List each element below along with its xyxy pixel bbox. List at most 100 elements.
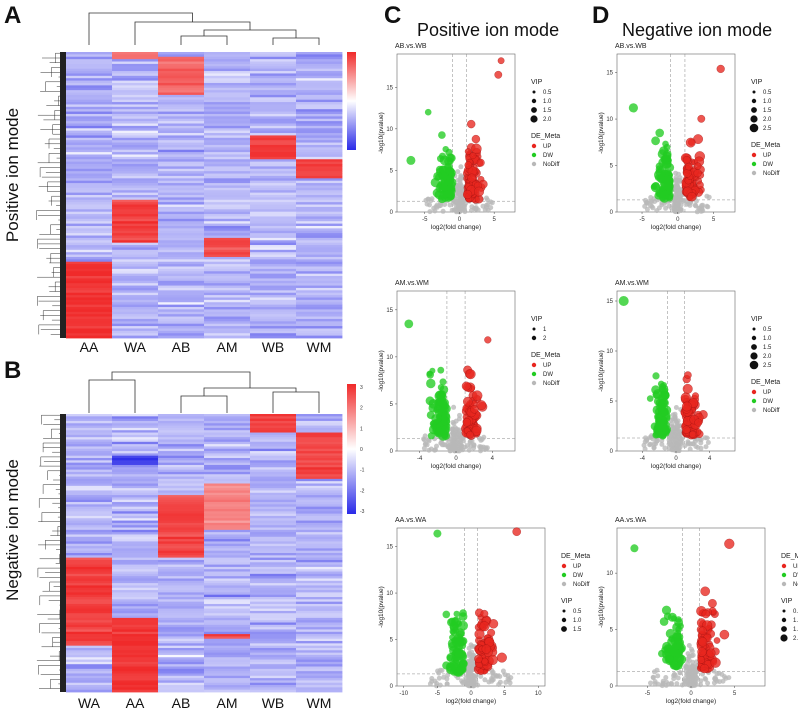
heatmap-cell: [66, 149, 113, 153]
volcano-subtitle: AA.vs.WA: [615, 517, 647, 524]
heatmap-cell: [296, 629, 343, 633]
heatmap-cell: [112, 295, 159, 298]
heatmap-cell: [250, 532, 297, 535]
colorbar-tick: -2: [360, 488, 365, 494]
heatmap-cell: [204, 467, 251, 470]
data-point: [433, 204, 439, 210]
heatmap-cell: [66, 534, 113, 538]
heatmap-cell: [112, 495, 159, 498]
heatmap-cell: [204, 135, 251, 139]
data-point: [431, 414, 440, 423]
heatmap-cell: [296, 427, 343, 431]
heatmap-cell: [250, 594, 297, 598]
heatmap-cell: [66, 455, 113, 459]
data-point: [710, 657, 721, 668]
heatmap-cell: [204, 240, 251, 244]
heatmap-cell: [296, 273, 343, 277]
heatmap-cell: [250, 434, 297, 438]
heatmap-cell: [66, 488, 113, 491]
heatmap-cell: [158, 297, 205, 301]
heatmap-cell: [296, 573, 343, 577]
heatmap-cell: [158, 657, 205, 660]
data-point: [496, 652, 507, 663]
heatmap-cell: [112, 462, 159, 466]
heatmap-cell: [158, 666, 205, 670]
heatmap-cell: [112, 314, 159, 317]
heatmap-cell: [66, 223, 113, 227]
data-point: [467, 119, 476, 129]
heatmap-cell: [204, 321, 251, 325]
heatmap-cell: [296, 287, 343, 291]
heatmap-cell: [250, 82, 297, 86]
heatmap-cell: [204, 661, 251, 665]
heatmap-cell: [66, 87, 113, 91]
heatmap-cell: [250, 502, 297, 505]
data-point: [471, 134, 481, 144]
heatmap-cell: [296, 532, 343, 535]
data-point: [475, 682, 481, 688]
heatmap-cell: [158, 513, 205, 517]
heatmap-cell: [158, 171, 205, 174]
data-point: [450, 628, 458, 636]
data-point: [663, 675, 669, 680]
heatmap-cell: [112, 606, 159, 609]
heatmap-cell: [204, 634, 251, 637]
heatmap-cell: [250, 147, 297, 151]
vip-legend-label: 1.0: [543, 99, 552, 105]
heatmap-cell: [250, 99, 297, 103]
heatmap-cell: [250, 573, 297, 577]
heatmap-cell: [204, 444, 251, 447]
heatmap-cell: [250, 423, 297, 426]
heatmap-cell: [296, 161, 343, 165]
heatmap-cell: [112, 59, 159, 62]
heatmap-cell: [296, 61, 343, 65]
heatmap-cell: [158, 511, 205, 515]
heatmap-cell: [66, 566, 113, 570]
data-point: [663, 175, 673, 186]
heatmap-cell: [158, 587, 205, 591]
data-point: [489, 200, 495, 206]
heatmap-cell: [250, 666, 297, 670]
heatmap-cell: [250, 603, 297, 607]
heatmap-cell: [66, 259, 113, 263]
data-point: [453, 610, 460, 618]
heatmap-cell: [296, 543, 343, 547]
heatmap-cell: [250, 318, 297, 322]
y-tick-label: 10: [386, 591, 393, 597]
data-point: [486, 679, 492, 685]
heatmap-cell: [66, 620, 113, 623]
de-legend-label: NoDiff: [763, 408, 780, 414]
heatmap-cell: [250, 622, 297, 626]
heatmap-cell: [204, 297, 251, 301]
heatmap-cell: [66, 80, 113, 84]
heatmap-cell: [158, 490, 205, 494]
data-point: [667, 612, 677, 622]
heatmap-cell: [158, 266, 205, 270]
heatmap-cell: [66, 573, 113, 577]
heatmap-cell: [112, 109, 159, 112]
heatmap-cell: [158, 159, 205, 163]
heatmap-cell: [112, 171, 159, 174]
heatmap-cell: [296, 249, 343, 253]
heatmap-cell: [66, 206, 113, 210]
data-point: [677, 622, 684, 630]
heatmap-cell: [204, 610, 251, 614]
de-legend-symbol: [561, 581, 567, 587]
heatmap-cell: [158, 123, 205, 127]
heatmap-cell: [158, 515, 205, 519]
colorbar-a: [347, 52, 356, 150]
heatmap-cell: [296, 508, 343, 512]
de-legend-symbol: [751, 161, 757, 167]
heatmap-cell: [296, 483, 343, 487]
heatmap-cell: [66, 144, 113, 148]
heatmap-cell: [296, 437, 343, 440]
data-point: [652, 389, 663, 399]
data-point: [458, 192, 463, 197]
heatmap-cell: [158, 634, 205, 637]
heatmap-cell: [204, 307, 251, 310]
heatmap-cell: [66, 615, 113, 619]
heatmap-cell: [250, 290, 297, 294]
heatmap-column-label: WA: [124, 339, 147, 355]
heatmap-cell: [158, 467, 205, 470]
heatmap-cell: [158, 164, 205, 167]
